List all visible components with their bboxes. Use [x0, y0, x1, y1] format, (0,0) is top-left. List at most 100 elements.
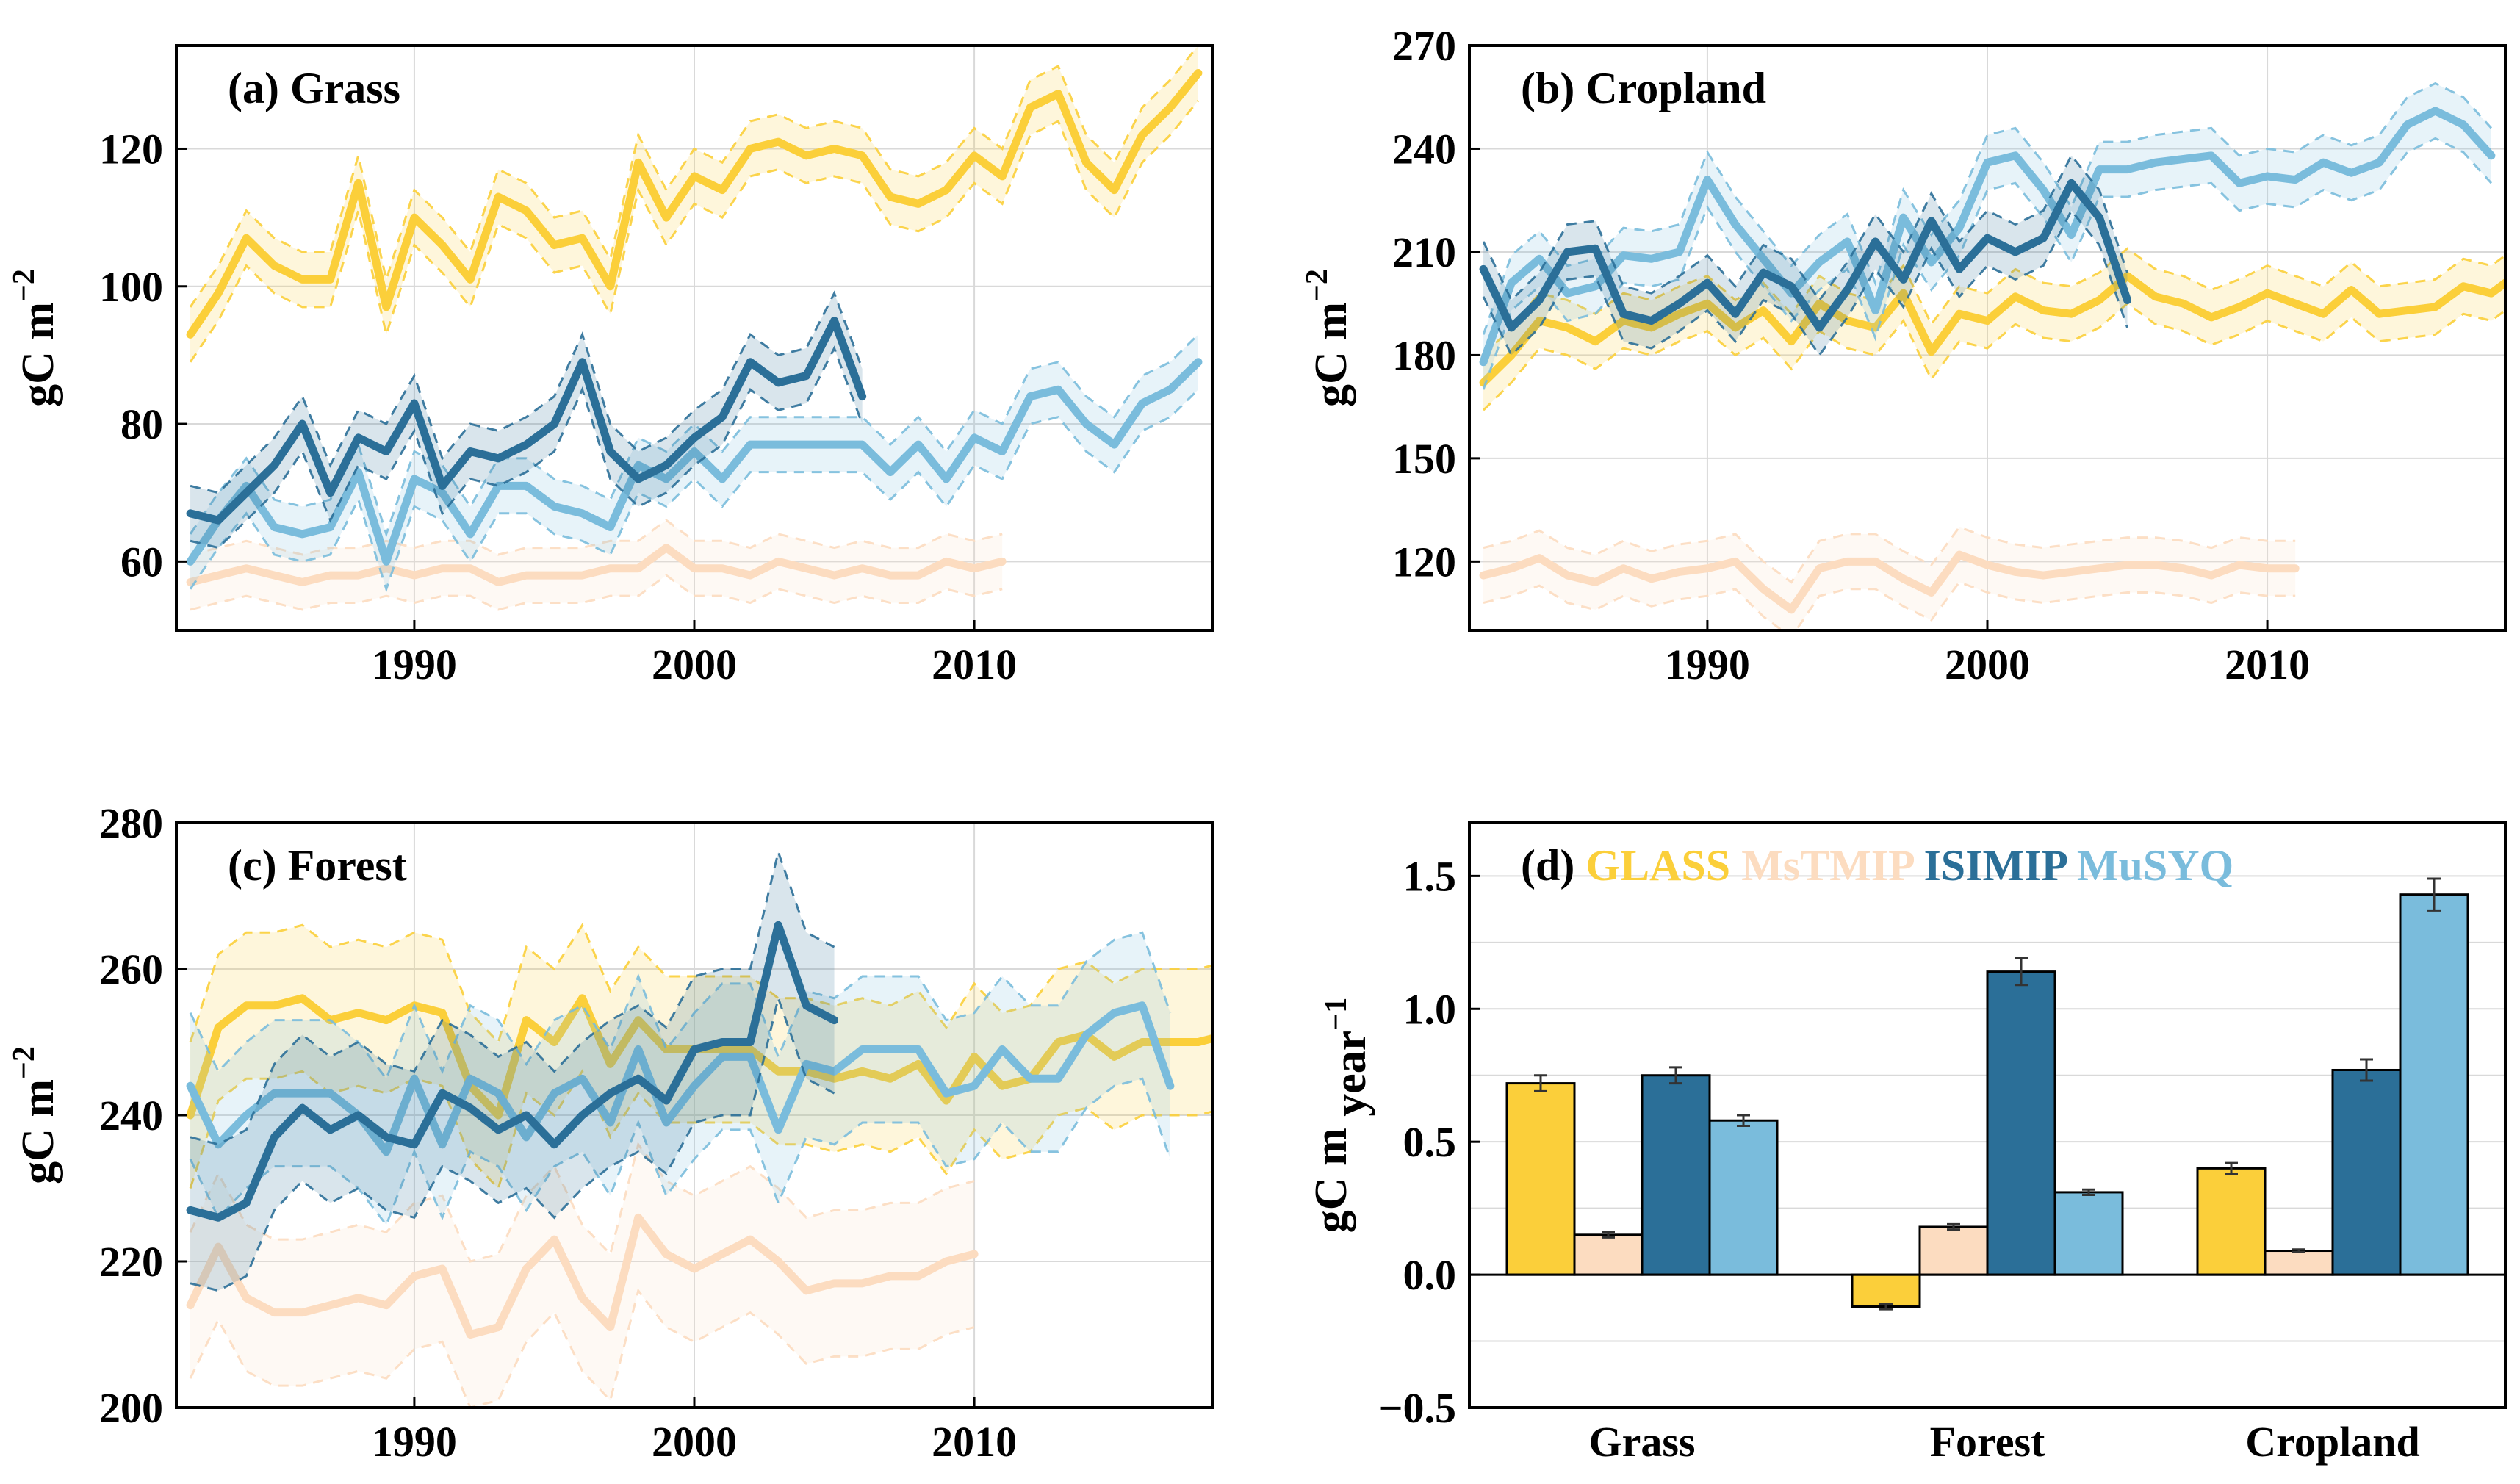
- panel-title: (d): [1521, 841, 1585, 890]
- musyq-bar-cropland: [2399, 893, 2469, 1276]
- mstmip-lower-bound: [190, 574, 1003, 611]
- y-axis-label: gC m−2: [1300, 269, 1356, 407]
- x-tick-label: 1990: [372, 1418, 457, 1466]
- y-tick-label: 220: [99, 1238, 163, 1286]
- y-axis-label-unit: gC m: [13, 302, 63, 407]
- y-tick-label: 120: [99, 125, 163, 173]
- mstmip-upper-bound: [190, 519, 1003, 556]
- isimip-uncertainty-band: [1483, 155, 2128, 356]
- glass-bar-grass: [1505, 1082, 1576, 1276]
- y-tick-label: 1.0: [1403, 985, 1457, 1033]
- y-axis-label-exponent-year: −1: [1320, 998, 1353, 1031]
- legend-isimip: ISIMIP: [1923, 841, 2076, 890]
- y-axis-label: gC m year−1: [1306, 998, 1375, 1233]
- y-tick-label: 100: [99, 263, 163, 311]
- glass-series-line: [1479, 272, 2505, 387]
- y-axis-label-exponent: −2: [7, 1046, 41, 1079]
- y-axis-label-exponent: −2: [1300, 269, 1334, 302]
- category-label: Forest: [1930, 1418, 2045, 1466]
- panel-b-cropland: 1990 2000 2010 120 150 180 210 240 270 (b) Cropla…: [1300, 22, 2507, 688]
- glass-uncertainty-band: [190, 925, 1212, 1189]
- mstmip-series-line: [186, 1213, 979, 1339]
- musyq-uncertainty-band: [190, 334, 1198, 589]
- glass-upper-bound: [189, 923, 1212, 1045]
- musyq-bar-grass: [1708, 1119, 1779, 1276]
- y-tick-label: 120: [1392, 538, 1456, 586]
- panel-title: (c) Forest: [228, 841, 407, 890]
- mstmip-bar-cropland: [2264, 1250, 2334, 1276]
- legend-musyq: MuSYQ: [2077, 841, 2233, 890]
- panel-title: (a) Grass: [228, 64, 400, 112]
- y-tick-label: 270: [1392, 22, 1456, 70]
- glass-upper-bound: [189, 46, 1200, 308]
- isimip-lower-bound: [190, 994, 835, 1292]
- mstmip-upper-bound: [1483, 525, 2296, 584]
- y-tick-label: 260: [99, 945, 163, 993]
- y-axis-label: gC m−2: [7, 269, 63, 407]
- isimip-bar-forest: [1986, 970, 2056, 1276]
- glass-bar-forest: [1851, 1273, 1921, 1308]
- isimip-lower-bound: [1482, 209, 2128, 358]
- mstmip-series-line: [186, 544, 1007, 586]
- y-axis-label: gC m−2: [7, 1046, 63, 1184]
- isimip-upper-bound: [190, 848, 835, 1146]
- mstmip-lower-bound: [1483, 580, 2296, 630]
- mstmip-uncertainty-band: [190, 1144, 975, 1408]
- musyq-series-line: [186, 1001, 1175, 1156]
- isimip-lower-bound: [190, 345, 864, 550]
- glass-lower-bound: [189, 99, 1200, 363]
- musyq-uncertainty-band: [1483, 83, 2491, 390]
- isimip-bar-cropland: [2331, 1068, 2402, 1276]
- musyq-lower-bound: [1482, 137, 2493, 390]
- y-tick-label: 150: [1392, 435, 1456, 483]
- musyq-upper-bound: [189, 931, 1172, 1081]
- y-axis-label-exponent: −2: [7, 269, 41, 302]
- musyq-series-line: [186, 358, 1203, 566]
- panel-c-forest: 1990 2000 2010 200 220 240 260 280 (c) Forest gC …: [7, 799, 1214, 1466]
- x-tick-label: 2010: [932, 641, 1017, 688]
- glass-lower-bound: [189, 1069, 1212, 1191]
- isimip-uncertainty-band: [190, 851, 835, 1291]
- mstmip-upper-bound: [189, 1142, 975, 1263]
- y-axis-label-unit: gC m: [1306, 302, 1356, 407]
- mstmip-lower-bound: [189, 1288, 975, 1408]
- isimip-bar-grass: [1641, 1074, 1711, 1276]
- mstmip-series-line: [1479, 550, 2300, 614]
- y-tick-label: 1.5: [1403, 852, 1457, 900]
- y-tick-label: 280: [99, 799, 163, 847]
- panel-a-grass: 1990 2000 2010 60 80 100 120 (a) Grass gC m−2: [7, 44, 1214, 688]
- y-tick-label: 240: [1392, 125, 1456, 173]
- y-tick-label: 80: [120, 400, 163, 448]
- musyq-bar-forest: [2053, 1191, 2124, 1276]
- isimip-uncertainty-band: [190, 293, 863, 548]
- isimip-series-line: [186, 921, 839, 1222]
- musyq-lower-bound: [189, 1077, 1172, 1228]
- y-axis-label-unit-year: year: [1325, 1031, 1375, 1128]
- panel-d-trend-bars: Grass Forest Cropland −0.5 0.0 0.5 1.0 1.5 (d) G…: [1306, 821, 2507, 1466]
- x-tick-label: 2010: [932, 1418, 1017, 1466]
- glass-upper-bound: [1483, 247, 2505, 356]
- x-tick-label: 1990: [372, 641, 457, 688]
- x-tick-label: 2000: [1945, 641, 2030, 688]
- category-label: Grass: [1589, 1418, 1696, 1466]
- y-tick-label: −0.5: [1378, 1384, 1456, 1432]
- y-tick-label: 240: [99, 1092, 163, 1139]
- legend-mstmip: MsTMIP: [1741, 841, 1923, 890]
- legend: (d) GLASS MsTMIP ISIMIP MuSYQ: [1521, 841, 2233, 890]
- x-tick-label: 2000: [652, 1418, 737, 1466]
- y-axis-label-unit: gC m: [13, 1079, 63, 1184]
- musyq-upper-bound: [1482, 82, 2493, 335]
- plot-area: [186, 46, 1203, 611]
- mstmip-bar-forest: [1918, 1225, 1989, 1276]
- x-tick-label: 2010: [2225, 641, 2310, 688]
- plot-frame: [1468, 821, 2507, 1409]
- x-tick-label: 1990: [1665, 641, 1750, 688]
- legend-glass: GLASS: [1585, 841, 1741, 890]
- glass-lower-bound: [1483, 302, 2505, 411]
- mstmip-uncertainty-band: [1483, 527, 2296, 630]
- y-axis-label-unit: gC m: [1306, 1128, 1356, 1233]
- isimip-upper-bound: [190, 290, 864, 494]
- panel-title: (b) Cropland: [1521, 64, 1766, 112]
